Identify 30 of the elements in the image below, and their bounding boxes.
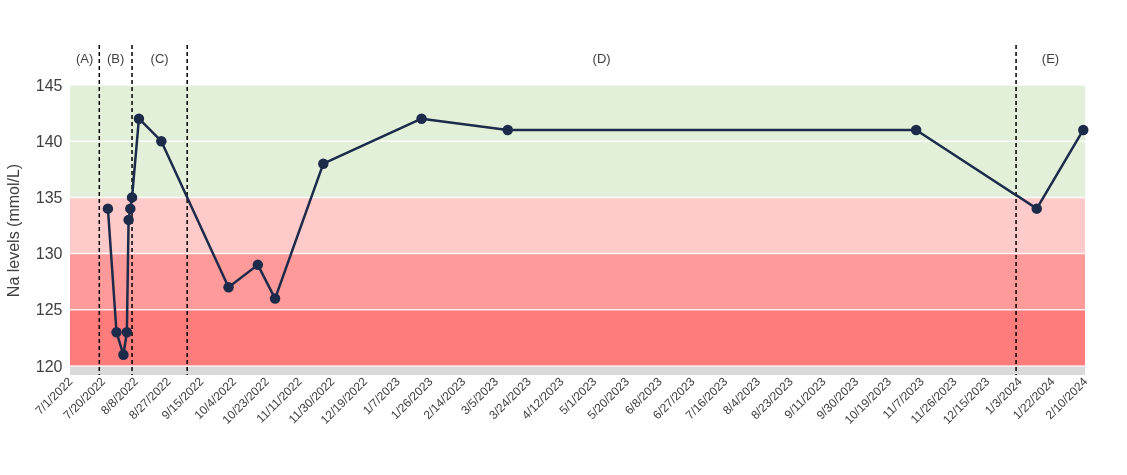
point <box>318 158 329 169</box>
point <box>269 293 281 304</box>
y-tick-label: 135 <box>35 188 63 206</box>
text: (A) <box>75 51 94 66</box>
point <box>133 113 145 124</box>
text: (C) <box>150 51 169 66</box>
point <box>102 203 114 214</box>
y-axis-title: Na levels (mmol/L) <box>4 163 22 298</box>
point <box>416 113 427 124</box>
y-tick-label: 130 <box>35 245 63 263</box>
y-tick-label: 145 <box>35 76 63 94</box>
y-tick-label: 120 <box>35 357 63 375</box>
text: (D) <box>592 51 611 66</box>
point <box>111 327 122 338</box>
point <box>126 192 138 203</box>
point <box>121 327 133 338</box>
point <box>252 259 264 271</box>
text: (E) <box>1041 51 1060 66</box>
point <box>223 282 234 293</box>
point <box>125 203 136 214</box>
point <box>910 124 922 136</box>
point <box>118 349 129 360</box>
y-tick-label: 140 <box>35 132 63 150</box>
y-tick-label: 125 <box>35 301 63 319</box>
point <box>156 135 167 147</box>
point <box>502 124 513 136</box>
point <box>1031 203 1042 214</box>
point <box>123 214 134 226</box>
text: (B) <box>106 51 125 66</box>
point <box>1078 124 1089 136</box>
